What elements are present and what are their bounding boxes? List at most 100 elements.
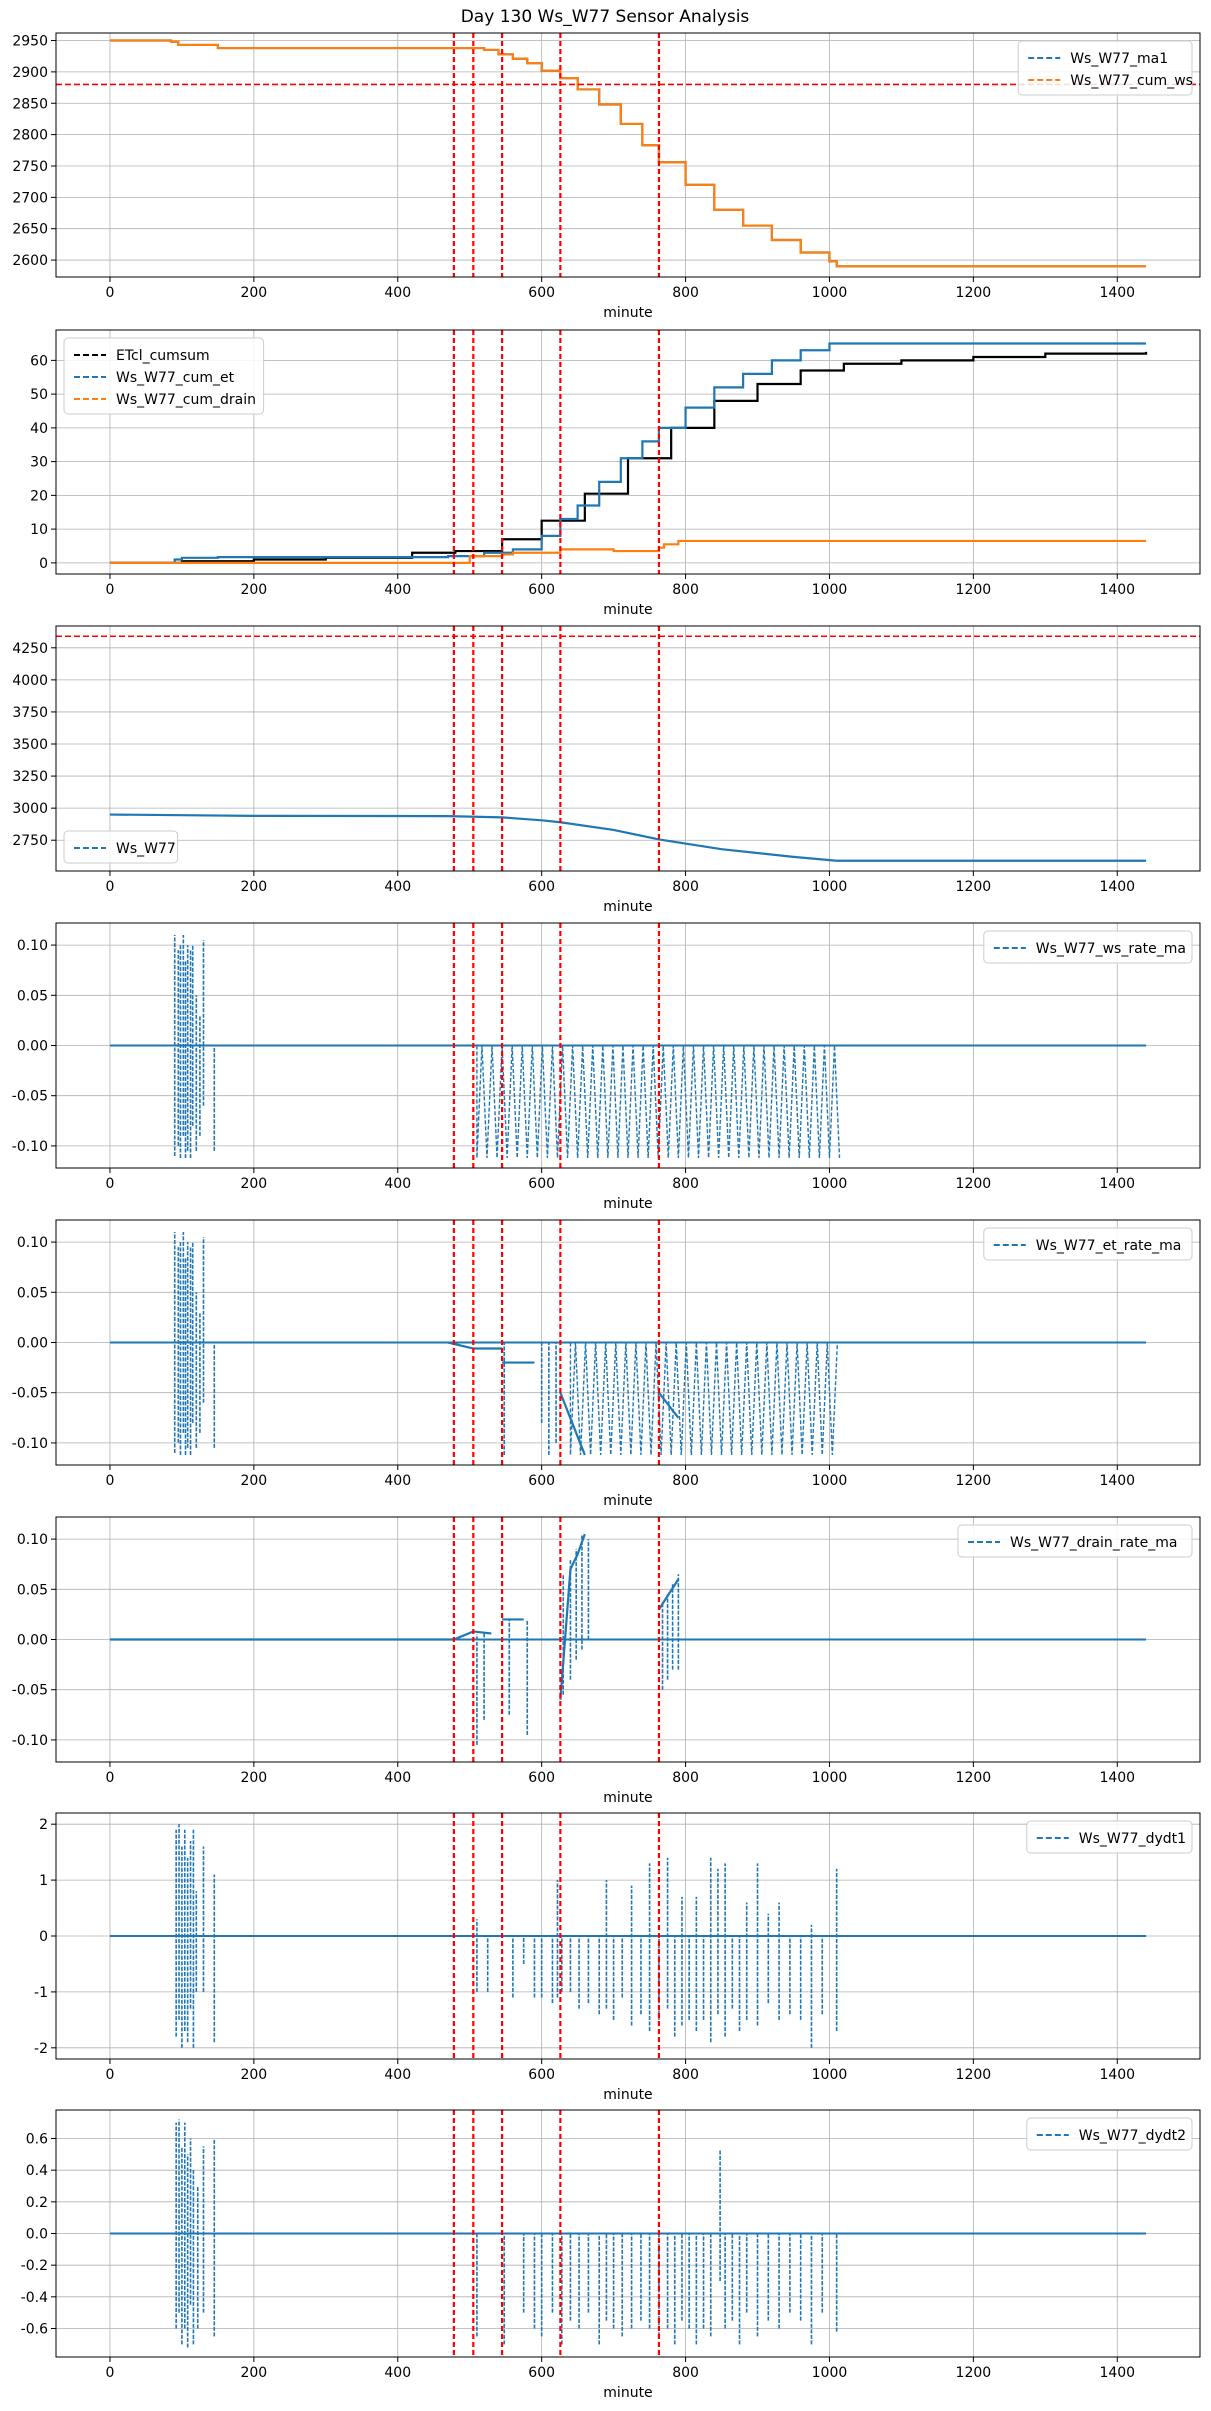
x-tick-label: 800 [672,2067,699,2083]
y-tick-label: 2700 [12,190,48,206]
legend: Ws_W77_ma1 Ws_W77_cum_ws [1017,40,1193,96]
x-tick-label: 1200 [956,2365,992,2381]
x-tick-label: 200 [240,1176,267,1192]
series-oscillation-Ws_W77_et_rate_ma [569,1342,839,1455]
y-tick-label: 50 [30,387,48,403]
y-tick-label: 3250 [12,769,48,785]
series-segment-Ws_W77_et_rate_ma [559,1392,586,1456]
y-tick-label: 2600 [12,253,48,269]
legend: Ws_W77_ws_rate_ma [983,930,1193,964]
series-oscillation-Ws_W77_ws_rate_ma [476,1045,841,1158]
series-line-Ws_W77_ma1 [109,39,1147,268]
x-tick-label: 1200 [956,582,992,598]
y-tick-label: 60 [30,353,48,369]
y-tick-label: 4000 [12,673,48,689]
legend-label: Ws_W77_drain_rate_ma [1010,1535,1177,1551]
x-tick-label: 600 [528,2067,555,2083]
x-axis-label: minute [603,305,652,321]
x-tick-label: 400 [384,1473,411,1489]
y-tick-label: 2950 [12,34,48,50]
series-segment-Ws_W77_et_rate_ma [658,1392,680,1419]
subplot-4: 0 200 400 600 800 1000 1200 1400 -0.10 -0.05 0.00 0… [12,922,1201,1212]
x-tick-label: 200 [240,1473,267,1489]
x-tick-label: 400 [384,2365,411,2381]
x-tick-label: 200 [240,582,267,598]
x-tick-label: 1400 [1099,1473,1135,1489]
legend-box [63,337,265,415]
x-tick-label: 0 [106,1176,115,1192]
legend-label: Ws_W77_ma1 [1070,51,1168,67]
x-axis-label: minute [603,1196,652,1212]
x-tick-label: 1200 [956,2067,992,2083]
x-axis-label: minute [603,602,652,618]
x-tick-label: 600 [528,582,555,598]
x-tick-label: 1400 [1099,879,1135,895]
x-tick-label: 400 [384,879,411,895]
legend-label: Ws_W77 [116,841,176,857]
x-tick-label: 1200 [956,879,992,895]
series-segment-Ws_W77_drain_rate_ma [109,1630,492,1641]
y-tick-label: 0.2 [26,2195,48,2211]
series-line-Ws_W77 [109,813,1147,862]
subplot-2: 0 200 400 600 800 1000 1200 1400 0 10 20 30 40 50 60 mi… [30,329,1201,618]
plot-contents [109,342,1148,564]
x-tick-label: 600 [528,1176,555,1192]
x-tick-label: 0 [106,879,115,895]
x-tick-label: 1400 [1099,2067,1135,2083]
legend-box [1017,40,1193,96]
x-tick-label: 600 [528,285,555,301]
series-line-Ws_W77_cum_drain [109,539,1147,564]
x-axis-label: minute [603,1790,652,1806]
y-tick-label: 2750 [12,833,48,849]
x-tick-label: 1000 [812,285,848,301]
y-tick-label: 0.00 [17,1336,48,1352]
subplot-5: 0 200 400 600 800 1000 1200 1400 -0.10 -0.05 0.00 0… [12,1219,1201,1509]
subplot-1: 0 200 400 600 800 1000 1200 1400 2600 2650 2700 275… [12,32,1201,321]
y-tick-label: -1 [34,1985,48,2001]
x-tick-label: 1400 [1099,285,1135,301]
x-axis-label: minute [603,1493,652,1509]
y-tick-label: 0 [39,556,48,572]
legend: Ws_W77 [63,830,179,864]
x-tick-label: 600 [528,879,555,895]
y-tick-label: -0.10 [12,1139,48,1155]
axes-frame [55,32,1201,278]
y-tick-label: 0.05 [17,1582,48,1598]
plot-contents [56,39,1200,268]
x-tick-label: 200 [240,285,267,301]
x-tick-label: 400 [384,2067,411,2083]
legend-label: Ws_W77_dydt2 [1079,2128,1186,2144]
y-tick-label: 2650 [12,222,48,238]
plot-contents [109,1824,1147,2048]
legend-label: ETcl_cumsum [116,348,210,364]
plot-contents [56,635,1200,862]
x-tick-label: 1000 [812,879,848,895]
x-tick-label: 200 [240,879,267,895]
y-tick-label: 20 [30,488,48,504]
legend-box [63,830,179,864]
y-tick-label: 0.0 [26,2227,48,2243]
y-tick-label: 4250 [12,641,48,657]
y-tick-label: 2900 [12,65,48,81]
y-tick-label: 2750 [12,159,48,175]
axes-frame [55,329,1201,575]
x-tick-label: 1400 [1099,582,1135,598]
subplot-7: 0 200 400 600 800 1000 1200 1400 -2 -1 0 1 2 minute Ws… [34,1812,1201,2103]
y-tick-label: -0.05 [12,1386,48,1402]
y-tick-label: -0.4 [21,2290,48,2306]
x-tick-label: 400 [384,1176,411,1192]
y-tick-label: -0.05 [12,1089,48,1105]
x-tick-label: 800 [672,1473,699,1489]
y-tick-label: 0.4 [26,2163,48,2179]
y-tick-label: 1 [39,1873,48,1889]
x-tick-label: 0 [106,2365,115,2381]
x-tick-label: 600 [528,1770,555,1786]
series-line-Ws_W77_cum_ws [109,39,1147,268]
legend-label: Ws_W77_dydt1 [1079,1831,1186,1847]
x-tick-label: 200 [240,2067,267,2083]
x-tick-label: 1000 [812,2067,848,2083]
y-tick-label: -0.10 [12,1733,48,1749]
y-tick-label: 0.05 [17,1285,48,1301]
axes-frame [55,625,1201,872]
